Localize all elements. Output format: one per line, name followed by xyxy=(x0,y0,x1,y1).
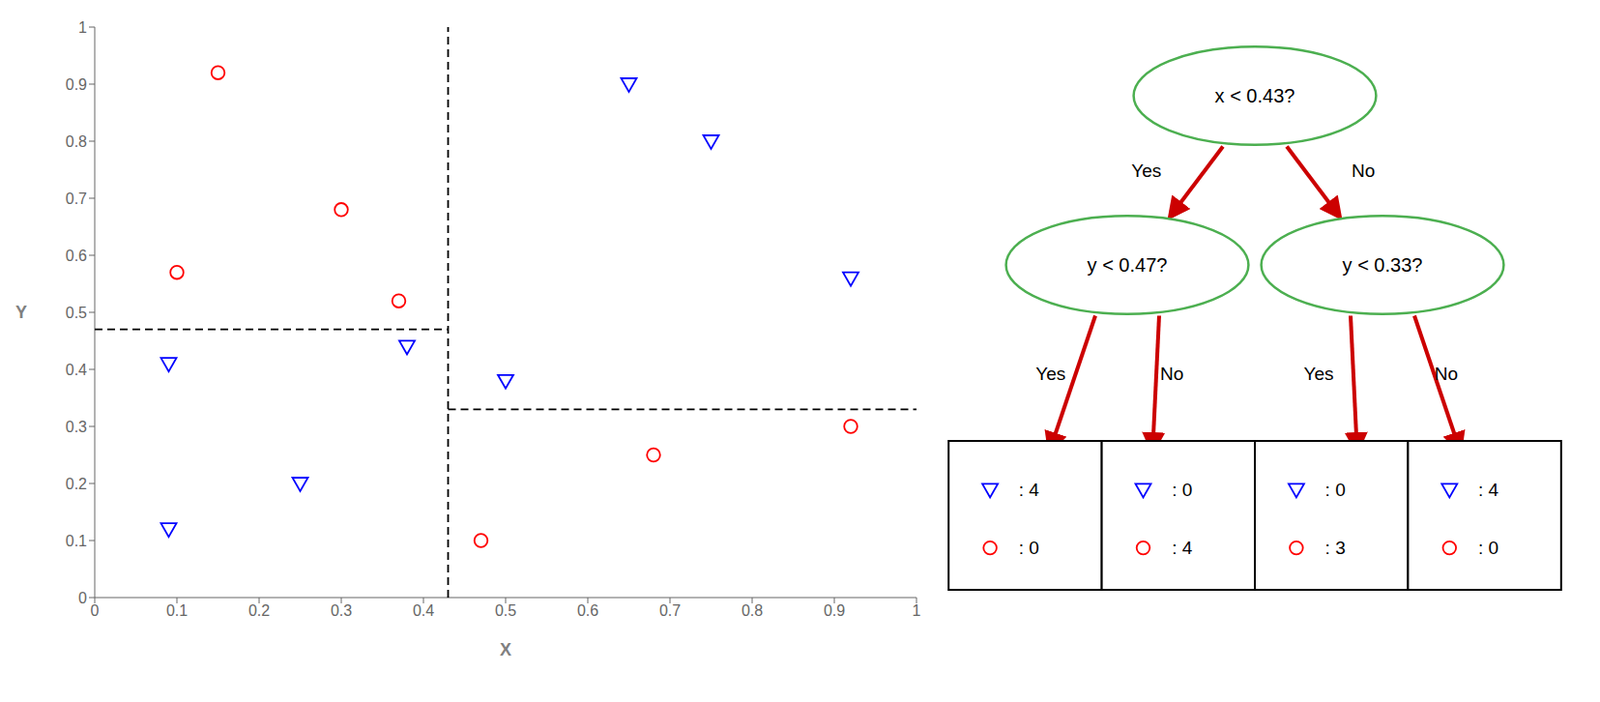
svg-text:y < 0.33?: y < 0.33? xyxy=(1342,254,1424,276)
svg-text:: 4: : 4 xyxy=(1478,479,1500,500)
svg-text:No: No xyxy=(1351,160,1375,181)
svg-text:: 4: : 4 xyxy=(1018,479,1041,500)
svg-text:: 0: : 0 xyxy=(1478,537,1499,558)
svg-text:0.1: 0.1 xyxy=(166,602,188,619)
svg-text:0.2: 0.2 xyxy=(65,475,88,493)
svg-text:0.6: 0.6 xyxy=(65,247,88,264)
svg-text:0.7: 0.7 xyxy=(65,190,88,207)
svg-text:: 4: : 4 xyxy=(1171,537,1193,558)
svg-text:0.3: 0.3 xyxy=(65,418,88,436)
svg-text:: 0: : 0 xyxy=(1325,479,1346,500)
svg-text:Yes: Yes xyxy=(1304,363,1335,384)
svg-text:No: No xyxy=(1434,363,1458,384)
svg-text:0.6: 0.6 xyxy=(577,602,599,619)
svg-text:0.1: 0.1 xyxy=(65,532,88,550)
svg-text:: 3: : 3 xyxy=(1325,537,1346,558)
svg-text:0.9: 0.9 xyxy=(823,602,845,619)
svg-text:Y: Y xyxy=(15,302,28,322)
svg-text:0.9: 0.9 xyxy=(65,76,88,93)
svg-text:0.2: 0.2 xyxy=(248,602,270,619)
svg-text:0.5: 0.5 xyxy=(494,602,517,619)
svg-text:X: X xyxy=(499,640,512,660)
svg-text:: 0: : 0 xyxy=(1171,479,1193,500)
svg-text:0.7: 0.7 xyxy=(659,602,681,619)
svg-text:0.8: 0.8 xyxy=(741,602,763,619)
svg-text:: 0: : 0 xyxy=(1018,537,1040,558)
svg-text:1: 1 xyxy=(78,19,88,36)
svg-text:0.3: 0.3 xyxy=(330,602,352,619)
svg-text:Yes: Yes xyxy=(1035,363,1066,384)
svg-text:No: No xyxy=(1160,363,1184,384)
svg-text:0.8: 0.8 xyxy=(65,133,88,150)
svg-text:x < 0.43?: x < 0.43? xyxy=(1215,85,1296,107)
svg-text:y < 0.47?: y < 0.47? xyxy=(1087,254,1168,276)
svg-text:1: 1 xyxy=(912,602,922,619)
svg-text:0: 0 xyxy=(90,602,100,619)
svg-text:0.4: 0.4 xyxy=(65,361,88,379)
svg-text:0.5: 0.5 xyxy=(65,304,88,321)
svg-text:0: 0 xyxy=(78,589,88,607)
svg-text:Yes: Yes xyxy=(1131,160,1162,181)
svg-text:0.4: 0.4 xyxy=(412,602,435,619)
